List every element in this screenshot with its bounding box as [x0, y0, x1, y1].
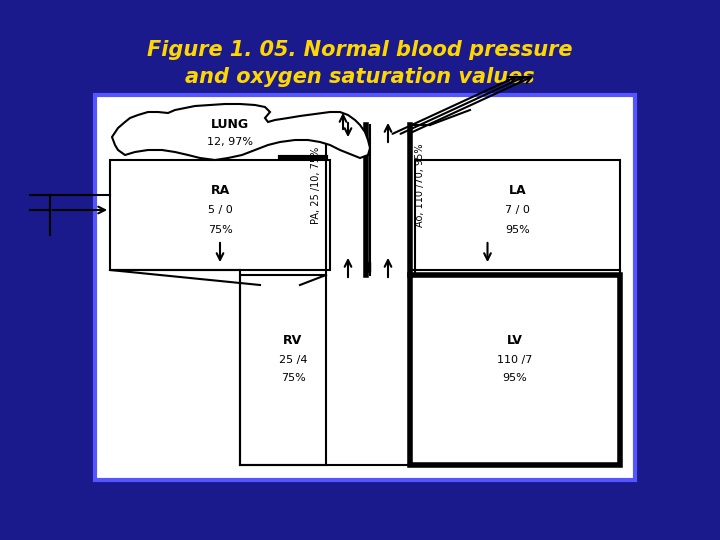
Text: and oxygen saturation values: and oxygen saturation values — [185, 67, 535, 87]
Text: RA: RA — [210, 184, 230, 197]
Bar — [110, 160, 330, 270]
Text: Figure 1. 05. Normal blood pressure: Figure 1. 05. Normal blood pressure — [148, 40, 572, 60]
Text: LA: LA — [509, 184, 526, 197]
Polygon shape — [112, 104, 370, 160]
Bar — [366, 262, 370, 272]
Bar — [415, 160, 620, 270]
Text: PA, 25 /10, 75%: PA, 25 /10, 75% — [311, 146, 321, 224]
Text: 110 /7: 110 /7 — [498, 355, 533, 365]
Text: LV: LV — [507, 334, 523, 347]
Text: RV: RV — [284, 334, 302, 347]
Text: 7 / 0: 7 / 0 — [505, 205, 530, 215]
Text: 75%: 75% — [281, 373, 305, 383]
Bar — [240, 275, 326, 465]
Text: 95%: 95% — [505, 225, 530, 235]
Text: Ao, 110 /70, 95%: Ao, 110 /70, 95% — [415, 143, 425, 227]
Text: 75%: 75% — [207, 225, 233, 235]
Text: 95%: 95% — [503, 373, 527, 383]
Text: 12, 97%: 12, 97% — [207, 137, 253, 147]
FancyBboxPatch shape — [95, 95, 635, 480]
Bar — [410, 275, 620, 465]
Text: 25 /4: 25 /4 — [279, 355, 307, 365]
Text: LUNG: LUNG — [211, 118, 249, 132]
Text: 5 / 0: 5 / 0 — [207, 205, 233, 215]
